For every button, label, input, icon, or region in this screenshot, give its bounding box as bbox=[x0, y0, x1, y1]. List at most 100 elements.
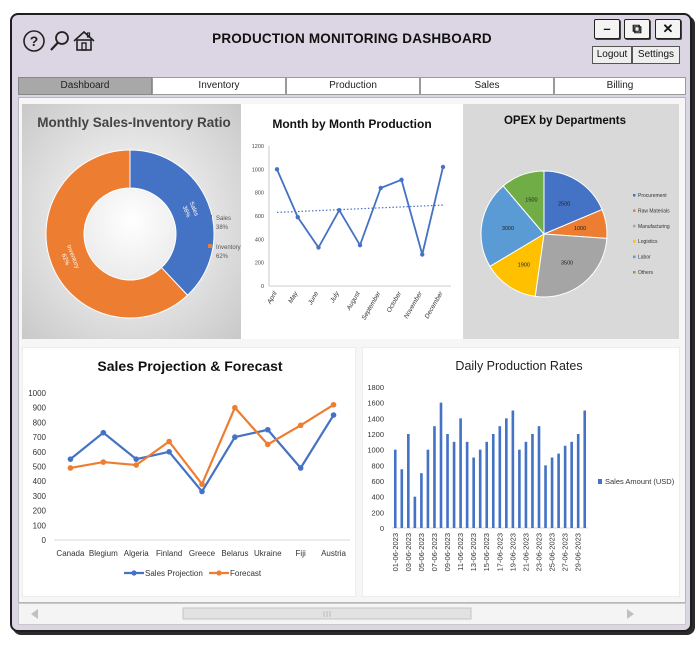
data-point-forecast bbox=[232, 404, 238, 411]
y-tick-label: 0 bbox=[42, 536, 47, 545]
bar-12-06-2023 bbox=[465, 441, 469, 528]
svg-text:?: ? bbox=[30, 33, 39, 49]
legend-marker-forecast bbox=[216, 570, 222, 576]
legend-swatch-sales bbox=[208, 215, 212, 219]
legend-swatch bbox=[598, 479, 602, 484]
y-tick-label: 1000 bbox=[28, 389, 46, 398]
data-point-forecast bbox=[166, 438, 172, 445]
page-title: PRODUCTION MONITORING DASHBOARD bbox=[212, 31, 492, 46]
x-tick-label-25-06-2023: 25-06-2023 bbox=[548, 533, 557, 571]
bar-13-06-2023 bbox=[472, 457, 475, 528]
x-tick-label-belarus: Belarus bbox=[221, 549, 248, 558]
minimize-button[interactable]: – bbox=[594, 19, 620, 39]
data-point-forecast bbox=[199, 481, 205, 487]
slice-label-sales: Sales bbox=[188, 201, 199, 217]
y-tick-label: 1200 bbox=[367, 430, 384, 439]
legend-swatch-manufacturing bbox=[633, 224, 636, 228]
scroll-left-icon[interactable] bbox=[31, 609, 38, 619]
tab-production[interactable]: Production bbox=[286, 77, 420, 95]
help-icon[interactable]: ? bbox=[22, 29, 46, 53]
legend-label-labor: Labor bbox=[638, 255, 651, 261]
legend-sales-label: Sales bbox=[216, 216, 231, 222]
x-tick-label-27-06-2023: 27-06-2023 bbox=[561, 533, 570, 571]
chart-title: Daily Production Rates bbox=[455, 359, 582, 373]
slice-value-labor: 3000 bbox=[502, 226, 514, 232]
legend-label-raw-materials: Raw Materials bbox=[638, 208, 670, 214]
chart-title: OPEX by Departments bbox=[504, 115, 626, 127]
data-point-forecast bbox=[133, 462, 140, 468]
y-tick-label: 1200 bbox=[252, 144, 264, 150]
x-tick-label-fiji: Fiji bbox=[296, 549, 306, 558]
x-tick-label-29-06-2023: 29-06-2023 bbox=[574, 533, 583, 571]
bar-24-06-2023 bbox=[544, 465, 547, 528]
x-tick-label-03-06-2023: 03-06-2023 bbox=[404, 533, 413, 571]
tab-dashboard[interactable]: Dashboard bbox=[18, 77, 152, 95]
bar-09-06-2023 bbox=[446, 434, 449, 528]
horizontal-scrollbar[interactable] bbox=[18, 603, 686, 625]
restore-button[interactable]: ⧉ bbox=[624, 19, 650, 39]
y-tick-label: 1000 bbox=[367, 446, 384, 455]
pie-slice-procurement bbox=[543, 170, 603, 235]
data-point-sales-projection bbox=[232, 434, 238, 440]
data-point-forecast bbox=[297, 422, 304, 429]
settings-button[interactable]: Settings bbox=[632, 46, 680, 64]
x-tick-label-ukraine: Ukraine bbox=[254, 549, 282, 558]
bar-25-06-2023 bbox=[550, 457, 554, 528]
slice-value-sales: 38% bbox=[181, 205, 191, 219]
slice-value-inventory: 62% bbox=[60, 253, 70, 267]
legend-swatch-labor bbox=[633, 255, 636, 259]
data-point-september bbox=[378, 185, 383, 191]
sales-projection-chart: Sales Projection & Forecast 0 100 200 300 40… bbox=[22, 347, 356, 597]
bar-11-06-2023 bbox=[459, 418, 462, 528]
bar-17-06-2023 bbox=[498, 426, 502, 528]
y-tick-label: 200 bbox=[255, 261, 264, 267]
x-tick-label-blegium: Blegium bbox=[89, 549, 118, 558]
chart-title: Sales Projection & Forecast bbox=[97, 358, 283, 374]
home-icon[interactable] bbox=[72, 29, 96, 53]
tab-sales[interactable]: Sales bbox=[420, 77, 554, 95]
data-point-sales-projection bbox=[166, 449, 172, 455]
y-tick-label: 400 bbox=[33, 477, 47, 486]
y-tick-label: 1400 bbox=[367, 414, 384, 423]
bar-04-06-2023 bbox=[413, 496, 417, 528]
donut-slice-sales bbox=[129, 149, 215, 296]
y-tick-label: 300 bbox=[33, 492, 47, 501]
bar-22-06-2023 bbox=[531, 434, 534, 528]
data-point-april bbox=[274, 167, 280, 172]
bar-14-06-2023 bbox=[478, 449, 482, 528]
title-bar: ? PRODUCTION MONITORING DASHBOARD – ⧉ ✕ … bbox=[12, 15, 690, 73]
data-point-forecast bbox=[67, 465, 74, 471]
y-tick-label: 0 bbox=[261, 284, 264, 290]
data-point-july bbox=[337, 207, 342, 213]
y-tick-label: 700 bbox=[33, 433, 47, 442]
data-point-december bbox=[440, 164, 446, 170]
bar-15-06-2023 bbox=[485, 441, 489, 528]
close-button[interactable]: ✕ bbox=[655, 19, 681, 39]
y-tick-label: 400 bbox=[371, 493, 384, 502]
bar-18-06-2023 bbox=[505, 418, 508, 528]
app-window: ? PRODUCTION MONITORING DASHBOARD – ⧉ ✕ … bbox=[10, 13, 692, 632]
month-production-chart: Month by Month Production 0 200 400 600 800 1… bbox=[241, 104, 463, 339]
slice-value-manufacturing: 3500 bbox=[561, 260, 573, 266]
bar-06-06-2023 bbox=[426, 449, 430, 528]
search-icon[interactable] bbox=[48, 29, 72, 53]
legend-swatch-logistics bbox=[633, 240, 636, 243]
tab-bar: Dashboard Inventory Production Sales Bil… bbox=[18, 77, 686, 95]
legend-label-others: Others bbox=[638, 270, 654, 276]
bar-01-06-2023 bbox=[393, 449, 397, 528]
pie-slice-logistics bbox=[489, 233, 545, 297]
y-tick-label: 400 bbox=[255, 237, 264, 243]
x-tick-label-07-06-2023: 07-06-2023 bbox=[430, 533, 439, 571]
y-tick-label: 600 bbox=[33, 448, 47, 457]
scroll-right-icon[interactable] bbox=[627, 609, 634, 619]
data-point-sales-projection bbox=[199, 488, 205, 495]
opex-departments-chart: OPEX by Departments 2500 1000 3500 1900 3000… bbox=[463, 104, 679, 339]
logout-button[interactable]: Logout bbox=[592, 46, 632, 64]
bar-20-06-2023 bbox=[518, 449, 521, 528]
y-tick-label: 800 bbox=[371, 461, 384, 470]
bar-23-06-2023 bbox=[537, 426, 541, 528]
data-point-sales-projection bbox=[297, 465, 304, 471]
tab-inventory[interactable]: Inventory bbox=[152, 77, 286, 95]
tab-billing[interactable]: Billing bbox=[554, 77, 686, 95]
data-point-sales-projection bbox=[264, 426, 271, 433]
